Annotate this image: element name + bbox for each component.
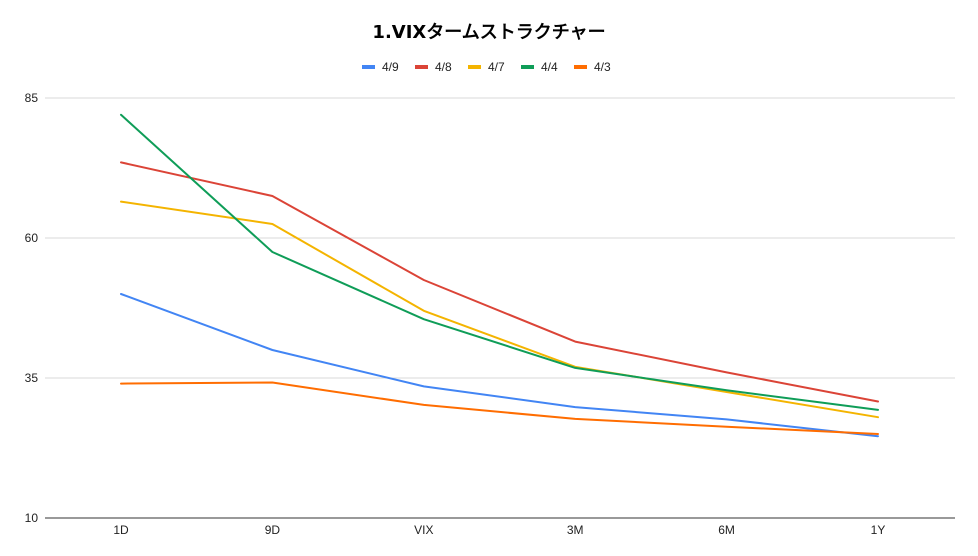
y-tick-label: 35 [25, 371, 39, 385]
legend-label: 4/9 [382, 60, 399, 74]
legend-label: 4/4 [541, 60, 558, 74]
series-line-4-9 [120, 293, 879, 438]
gridlines [45, 97, 955, 379]
x-tick-label: 1Y [871, 523, 886, 537]
x-tick-label: 1D [113, 523, 129, 537]
x-tick-label: 9D [265, 523, 281, 537]
legend: 4/9 4/8 4/7 4/4 4/3 [362, 60, 611, 74]
y-tick-label: 60 [25, 231, 39, 245]
legend-label: 4/8 [435, 60, 452, 74]
x-tick-label: 6M [718, 523, 735, 537]
series-line-4-4 [120, 113, 879, 411]
y-tick-label: 10 [25, 511, 39, 525]
legend-label: 4/7 [488, 60, 505, 74]
series-line-4-3 [120, 381, 879, 435]
y-tick-label: 85 [25, 91, 39, 105]
y-axis-ticks: 10 35 60 85 [25, 91, 39, 525]
series-line-4-8 [120, 161, 879, 403]
x-axis-ticks: 1D 9D VIX 3M 6M 1Y [113, 523, 885, 537]
series-lines [120, 113, 879, 438]
chart-title: 1.VIXタームストラクチャー [372, 22, 605, 43]
x-tick-label: VIX [414, 523, 433, 537]
series-line-4-7 [120, 200, 879, 419]
legend-label: 4/3 [594, 60, 611, 74]
x-tick-label: 3M [567, 523, 584, 537]
